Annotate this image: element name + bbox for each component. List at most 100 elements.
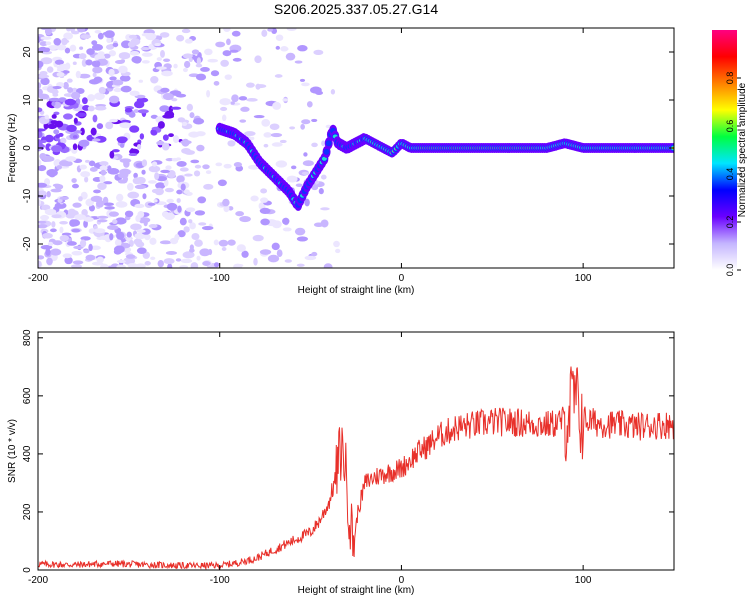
heatmap-noise-blob <box>250 195 259 202</box>
heatmap-noise-blob <box>221 114 227 122</box>
heatmap-noise-blob <box>195 63 203 68</box>
heatmap-noise-blob <box>131 55 142 64</box>
heatmap-noise-blob <box>233 263 243 268</box>
heatmap-noise-blob <box>227 140 236 147</box>
heatmap-noise-blob <box>139 133 145 140</box>
snr-ytick-label: 0 <box>22 567 33 573</box>
heatmap-noise-blob <box>38 255 45 260</box>
heatmap-noise-blob <box>112 79 124 86</box>
snr-ytick-label: 800 <box>22 329 33 346</box>
heatmap-noise-blob <box>219 98 231 106</box>
heatmap-noise-blob <box>73 117 78 124</box>
heatmap-noise-blob <box>72 183 79 189</box>
heatmap-noise-blob <box>51 214 62 219</box>
heatmap-noise-blob <box>163 258 175 265</box>
heatmap-noise-blob <box>179 167 189 172</box>
snr-xtick-label: -100 <box>210 575 230 586</box>
heatmap-noise-blob <box>260 218 270 226</box>
heatmap-ytick-label: -20 <box>22 236 33 251</box>
heatmap-noise-blob <box>48 45 58 50</box>
heatmap-noise-blob <box>78 139 90 147</box>
heatmap-noise-blob <box>195 73 207 81</box>
heatmap-noise-blob <box>120 85 132 93</box>
heatmap-noise-blob <box>38 220 47 224</box>
heatmap-noise-blob <box>176 175 185 184</box>
heatmap-noise-blob <box>244 131 256 137</box>
heatmap-noise-blob <box>53 159 62 167</box>
heatmap-noise-blob <box>260 197 269 203</box>
heatmap-noise-blob <box>226 38 231 46</box>
heatmap-noise-blob <box>240 106 250 112</box>
heatmap-noise-blob <box>63 113 73 120</box>
heatmap-noise-blob <box>320 219 329 228</box>
heatmap-noise-blob <box>154 187 164 196</box>
heatmap-noise-blob <box>38 107 43 113</box>
heatmap-noise-blob <box>141 159 148 167</box>
heatmap-noise-blob <box>40 245 53 250</box>
heatmap-noise-blob <box>38 88 43 97</box>
heatmap-noise-blob <box>149 237 157 246</box>
heatmap-noise-blob <box>238 96 248 101</box>
heatmap-noise-blob <box>79 46 84 50</box>
heatmap-noise-blob <box>107 167 120 175</box>
heatmap-ridge-hot <box>321 156 327 161</box>
heatmap-noise-blob <box>155 182 166 190</box>
heatmap-noise-blob <box>159 105 170 112</box>
heatmap-noise-blob <box>91 40 98 46</box>
heatmap-noise-blob <box>144 261 151 266</box>
heatmap-noise-blob <box>188 57 193 63</box>
heatmap-noise-blob <box>271 142 283 147</box>
heatmap-noise-blob <box>99 165 108 171</box>
heatmap-noise-blob <box>73 245 84 250</box>
snr-ticks: -200 -100 0 100 0 200 400 600 800 <box>22 329 674 586</box>
heatmap-noise-blob <box>136 229 146 233</box>
heatmap-noise-blob <box>255 83 261 90</box>
heatmap-noise-blob <box>259 207 271 215</box>
colorbar-gradient <box>712 30 737 270</box>
heatmap-noise-blob <box>45 248 51 256</box>
heatmap-noise-blob <box>44 134 54 143</box>
heatmap-noise-blob <box>79 164 87 170</box>
heatmap-noise-blob <box>97 182 107 191</box>
heatmap-noise-blob <box>188 219 193 224</box>
heatmap-noise-blob <box>96 123 104 130</box>
heatmap-noise-blob <box>56 72 65 77</box>
heatmap-noise-blob <box>38 199 42 206</box>
heatmap-noise-blob <box>224 74 233 80</box>
heatmap-noise-blob <box>301 119 311 125</box>
heatmap-noise-blob <box>310 86 322 94</box>
heatmap-noise-blob <box>259 249 272 255</box>
heatmap-noise-blob <box>302 160 314 167</box>
heatmap-noise-blob <box>282 98 289 102</box>
snr-series-line <box>38 366 674 570</box>
heatmap-noise-blob <box>282 227 292 232</box>
heatmap-noise-blob <box>129 90 140 97</box>
heatmap-noise-blob <box>64 98 76 106</box>
heatmap-noise-blob <box>102 58 107 66</box>
heatmap-noise-blob <box>160 50 165 58</box>
heatmap-noise-blob <box>47 123 57 130</box>
heatmap-noise-blob <box>189 222 196 230</box>
heatmap-noise-blob <box>182 67 188 73</box>
heatmap-noise-blob <box>51 101 56 106</box>
heatmap-noise-blob <box>222 198 230 207</box>
heatmap-noise-blob <box>222 50 232 57</box>
heatmap-noise-blob <box>300 123 305 130</box>
heatmap-noise-blob <box>142 193 147 200</box>
heatmap-noise-blob <box>253 115 265 119</box>
heatmap-noise-blob <box>271 242 280 251</box>
heatmap-noise-blob <box>267 254 280 263</box>
heatmap-noise-blob <box>127 262 138 268</box>
heatmap-noise-blob <box>67 87 74 94</box>
heatmap-noise-blob <box>280 46 289 52</box>
heatmap-noise-blob <box>286 28 297 32</box>
heatmap-noise-blob <box>129 125 140 133</box>
heatmap-noise-blob <box>92 114 98 123</box>
heatmap-noise-blob <box>108 211 119 217</box>
heatmap-noise-blob <box>40 36 52 40</box>
heatmap-noise-blob <box>294 227 306 236</box>
heatmap-noise-blob <box>133 172 138 179</box>
heatmap-noise-blob <box>248 164 260 170</box>
heatmap-noise-blob <box>116 136 128 143</box>
